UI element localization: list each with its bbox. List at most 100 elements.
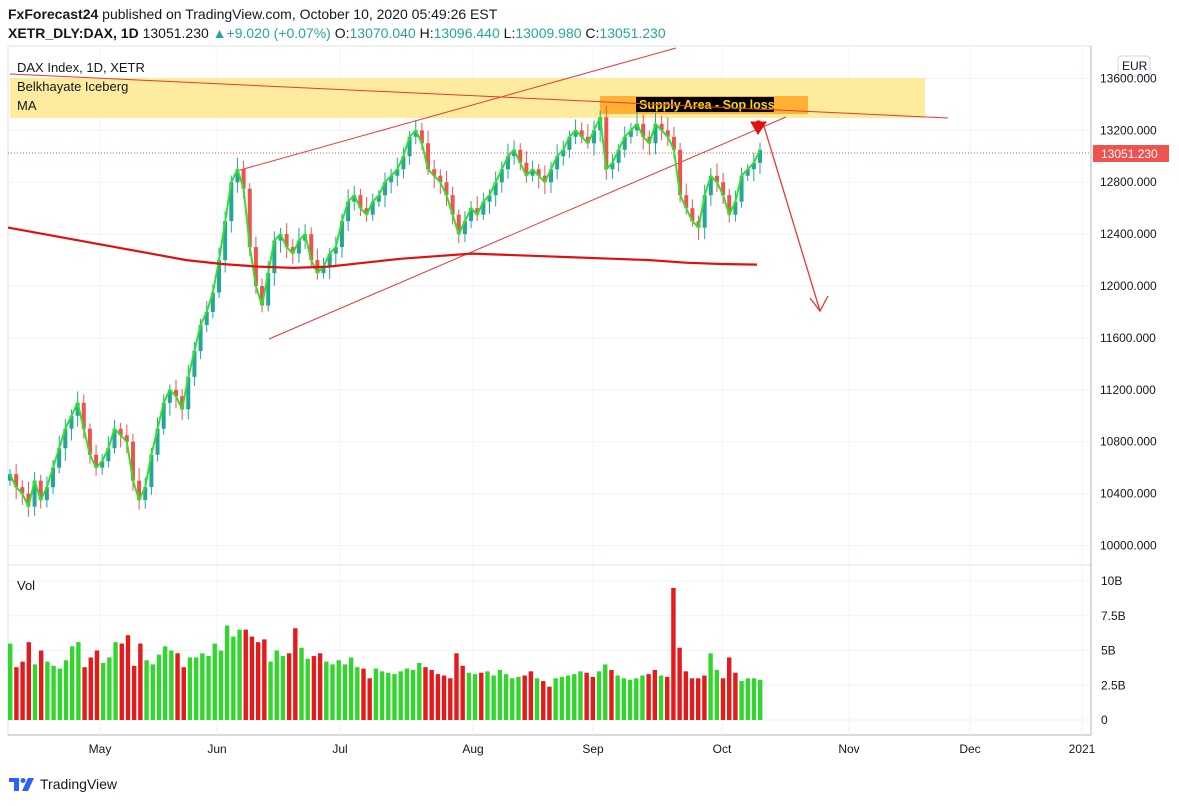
- volume-bar: [193, 657, 199, 720]
- price-tick-label: 12400.000: [1100, 227, 1157, 241]
- volume-bar: [677, 647, 682, 720]
- candle-body: [130, 441, 135, 481]
- candle-body: [8, 474, 12, 481]
- candle-body: [51, 467, 56, 488]
- candle-body: [223, 221, 228, 261]
- candle-body: [739, 175, 744, 202]
- ohlc-h-key: H:: [419, 25, 434, 41]
- volume-bar: [51, 665, 56, 720]
- volume-bar: [76, 642, 81, 720]
- candle-body: [401, 156, 406, 170]
- volume-bar: [255, 642, 261, 720]
- volume-bar: [466, 672, 472, 720]
- price-tick-label: 10400.000: [1100, 487, 1157, 501]
- candle-body: [241, 169, 246, 189]
- candle-body: [204, 311, 209, 325]
- candle-body: [229, 182, 234, 222]
- volume-bar: [646, 674, 651, 720]
- candle-body: [87, 428, 92, 455]
- volume-bar: [268, 661, 273, 720]
- candle-body: [339, 221, 344, 248]
- volume-bar: [107, 657, 112, 720]
- down-arrow-icon: [750, 120, 767, 135]
- candle-body: [180, 396, 185, 410]
- publisher-name[interactable]: FxForecast24: [8, 6, 99, 22]
- candle-body: [450, 195, 455, 215]
- volume-bar: [100, 663, 106, 720]
- candle-body: [198, 324, 203, 351]
- volume-bar: [758, 679, 763, 720]
- candle-body: [708, 175, 713, 196]
- volume-legend: Vol: [17, 578, 35, 593]
- candle-body: [364, 208, 369, 215]
- time-tick-label: May: [89, 742, 112, 756]
- candle-body: [327, 253, 332, 267]
- candle-body: [290, 247, 295, 254]
- volume-bar: [119, 643, 124, 720]
- volume-bar: [739, 681, 744, 720]
- volume-bar: [751, 678, 757, 720]
- volume-bar: [150, 664, 155, 720]
- volume-bar: [57, 668, 62, 720]
- candle-body: [247, 188, 252, 248]
- volume-bar: [361, 668, 366, 720]
- volume-bar: [8, 643, 13, 720]
- candle-body: [358, 195, 363, 209]
- volume-bar: [131, 665, 137, 720]
- candle-body: [38, 480, 43, 501]
- volume-bar: [206, 656, 211, 720]
- volume-bar: [497, 669, 503, 720]
- volume-bar: [417, 663, 422, 720]
- volume-bar: [243, 629, 248, 720]
- price-change: +9.020 (+0.07%): [226, 25, 331, 41]
- volume-bar: [212, 643, 217, 720]
- candle-body: [278, 234, 283, 241]
- volume-bar: [720, 678, 726, 720]
- volume-bar: [280, 656, 286, 720]
- candle-body: [321, 266, 326, 274]
- candle-body: [462, 221, 467, 235]
- volume-bar: [398, 671, 403, 720]
- volume-axis-labels: 0 2.5B 5B 7.5B 10B: [1101, 574, 1126, 727]
- iceberg-indicator-line: [9, 113, 761, 510]
- candle-body: [94, 454, 99, 468]
- candle-body: [493, 182, 498, 196]
- time-tick-label: 2021: [1069, 742, 1096, 756]
- candle-body: [518, 149, 523, 163]
- volume-bar: [379, 671, 385, 720]
- candle-body: [542, 175, 547, 183]
- legend-indicator-ma: MA: [17, 98, 37, 113]
- currency-button[interactable]: [1117, 55, 1151, 77]
- footer: TradingView: [8, 776, 117, 792]
- volume-bar: [94, 650, 100, 720]
- volume-bar: [162, 646, 168, 720]
- footer-brand[interactable]: TradingView: [40, 776, 118, 792]
- volume-bar: [181, 667, 186, 720]
- ohlc-c-value: 13051.230: [599, 25, 666, 41]
- candle-body: [751, 162, 756, 170]
- candle-body: [260, 286, 265, 306]
- volume-bar: [665, 676, 670, 720]
- volume-bar: [472, 674, 478, 720]
- candle-body: [137, 480, 142, 501]
- volume-bar: [702, 675, 707, 720]
- volume-bar: [696, 678, 701, 720]
- volume-bar: [584, 672, 589, 720]
- candle-body: [505, 156, 510, 170]
- candle-body: [112, 428, 117, 449]
- volume-bar: [156, 654, 162, 720]
- candle-body: [487, 195, 492, 202]
- candle-body: [702, 195, 707, 228]
- volume-bar: [274, 650, 279, 720]
- volume-bar: [503, 674, 509, 720]
- price-tick-label: 12000.000: [1100, 279, 1157, 293]
- volume-bar: [671, 587, 676, 720]
- candle-body: [63, 428, 68, 449]
- volume-bar: [522, 675, 527, 720]
- candle-body: [641, 123, 646, 137]
- candle-body: [635, 123, 640, 131]
- candle-body: [727, 195, 732, 215]
- candle-body: [444, 182, 449, 196]
- moving-average-line: [7, 226, 758, 270]
